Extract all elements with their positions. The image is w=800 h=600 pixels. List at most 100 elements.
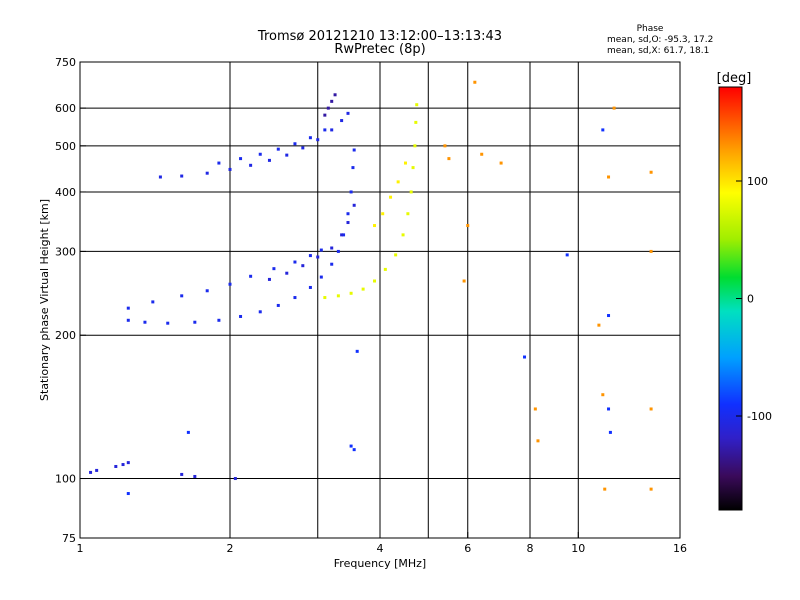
echo-point — [607, 314, 611, 318]
echo-point — [121, 463, 125, 467]
echo-point — [293, 296, 297, 300]
echo-point — [414, 120, 418, 124]
echo-point — [536, 439, 540, 443]
echo-point — [301, 264, 305, 268]
echo-point — [228, 282, 232, 286]
echo-point — [340, 233, 344, 237]
echo-point — [330, 262, 334, 266]
echo-point — [228, 167, 232, 171]
echo-point — [258, 310, 262, 314]
echo-point — [143, 320, 147, 324]
echo-point — [249, 274, 253, 278]
echo-point — [293, 142, 297, 146]
echo-point — [308, 254, 312, 258]
echo-point — [186, 430, 190, 434]
y-tick-label: 200 — [55, 329, 76, 342]
echo-point — [126, 461, 130, 465]
echo-point — [308, 136, 312, 140]
echo-points — [89, 80, 653, 496]
x-tick-label: 16 — [673, 542, 687, 555]
echo-point — [330, 246, 334, 250]
echo-point — [533, 407, 537, 411]
echo-point — [166, 321, 170, 325]
echo-point — [565, 253, 569, 257]
echo-point — [389, 195, 393, 199]
echo-point — [352, 448, 356, 452]
echo-point — [401, 233, 405, 237]
echo-point — [267, 277, 271, 281]
echo-point — [394, 253, 398, 257]
echo-point — [95, 468, 99, 472]
echo-point — [126, 492, 130, 496]
colorbar-tick-label: 0 — [747, 293, 754, 306]
echo-point — [239, 157, 243, 161]
echo-point — [342, 233, 346, 237]
x-tick-label: 1 — [77, 542, 84, 555]
echo-point — [151, 300, 155, 304]
phase-heading: Phase — [637, 24, 664, 34]
echo-point — [285, 153, 289, 157]
echo-point — [349, 190, 353, 194]
echo-point — [89, 470, 93, 474]
echo-point — [217, 161, 221, 165]
echo-point — [603, 487, 607, 491]
colorbar-label: [deg] — [717, 71, 752, 86]
echo-point — [323, 113, 327, 117]
echo-point — [126, 318, 130, 322]
phase-o-stats: mean, sd,O: -95.3, 17.2 — [607, 35, 713, 45]
echo-point — [383, 267, 387, 271]
echo-point — [447, 157, 451, 161]
echo-point — [608, 430, 612, 434]
echo-point — [180, 472, 184, 476]
echo-point — [205, 289, 209, 293]
echo-point — [301, 146, 305, 150]
echo-point — [403, 161, 407, 165]
echo-point — [193, 320, 197, 324]
echo-point — [601, 128, 605, 132]
echo-point — [649, 170, 653, 174]
x-tick-label: 2 — [227, 542, 234, 555]
echo-point — [443, 144, 447, 148]
echo-point — [258, 152, 262, 156]
echo-point — [323, 296, 327, 300]
echo-point — [180, 294, 184, 298]
echo-point — [180, 174, 184, 178]
colorbar-ticks: 100 0 -100 — [736, 175, 772, 423]
echo-point — [413, 144, 417, 148]
echo-point — [352, 203, 356, 207]
x-axis-label: Frequency [MHz] — [334, 557, 426, 570]
echo-point — [319, 248, 323, 252]
x-tick-label: 8 — [527, 542, 534, 555]
chart-title: Tromsø 20121210 13:12:00–13:13:43 — [257, 29, 502, 44]
echo-point — [323, 128, 327, 132]
echo-point — [523, 355, 527, 359]
echo-point — [406, 212, 410, 216]
echo-point — [276, 147, 280, 151]
echo-point — [373, 279, 377, 283]
echo-point — [349, 291, 353, 295]
echo-point — [239, 314, 243, 318]
echo-point — [597, 323, 601, 327]
echo-point — [499, 161, 503, 165]
echo-point — [349, 444, 353, 448]
echo-point — [612, 106, 616, 110]
echo-point — [114, 464, 118, 468]
echo-point — [352, 148, 356, 152]
y-tick-label: 500 — [55, 140, 76, 153]
grid — [80, 62, 680, 538]
echo-point — [326, 106, 330, 110]
echo-point — [249, 163, 253, 167]
echo-point — [316, 255, 320, 259]
echo-point — [308, 285, 312, 289]
echo-point — [330, 128, 334, 132]
echo-point — [649, 487, 653, 491]
y-tick-label: 600 — [55, 102, 76, 115]
colorbar-tick-label: 100 — [747, 175, 768, 188]
echo-point — [285, 271, 289, 275]
echo-point — [126, 306, 130, 310]
echo-point — [316, 138, 320, 142]
x-tick-label: 4 — [377, 542, 384, 555]
echo-point — [336, 249, 340, 253]
echo-point — [330, 99, 334, 103]
y-tick-label: 400 — [55, 186, 76, 199]
